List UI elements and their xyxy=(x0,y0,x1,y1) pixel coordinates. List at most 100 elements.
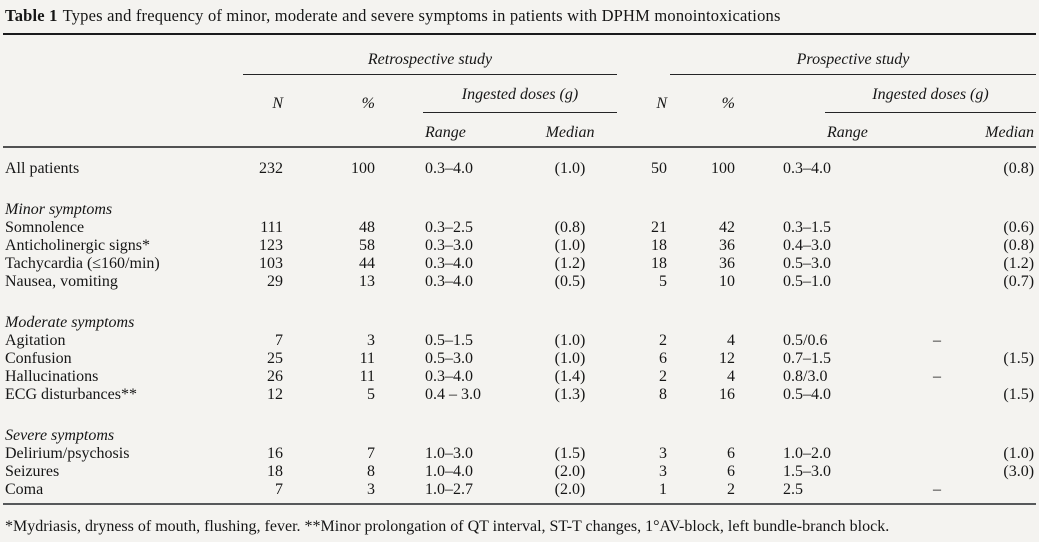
cell-n-retro: 29 xyxy=(267,273,283,290)
table-caption: Types and frequency of minor, moderate a… xyxy=(62,6,781,25)
cell-n-pros: 21 xyxy=(651,219,667,236)
row-label: Seizures xyxy=(5,463,60,480)
spacer-cell xyxy=(3,404,1036,427)
cell-percent-retro: 48 xyxy=(359,219,375,236)
cell-median-retro: (2.0) xyxy=(554,463,586,480)
spacer-cell xyxy=(617,481,643,505)
cell-percent-pros: 16 xyxy=(719,386,735,403)
section-label: Severe symptoms xyxy=(5,427,115,444)
prospective-label: Prospective study xyxy=(796,51,910,68)
table-row: Hallucinations 26 11 0.3–4.0 (1.4) 2 4 0.8/3.0 – xyxy=(3,368,1036,386)
range-median-row: Range Median Range Median xyxy=(3,113,1037,148)
cell-median-retro: (1.4) xyxy=(554,368,586,385)
cell-range-retro: 0.5–1.5 xyxy=(425,332,473,349)
cell-n-pros: 18 xyxy=(651,255,667,272)
cell-n-pros: 3 xyxy=(659,445,667,462)
cell-n-pros: 18 xyxy=(651,237,667,254)
table-header: Retrospective study Prospective study N … xyxy=(3,35,1037,148)
column-header-n-retro: N xyxy=(272,95,283,112)
ingested-doses-underline: Ingested doses (g) xyxy=(825,86,1037,113)
retrospective-underline: Retrospective study xyxy=(243,51,617,75)
cell-n-retro: 16 xyxy=(267,445,283,462)
cell-range-pros: 1.0–2.0 xyxy=(783,445,831,462)
subheader-row: N % Ingested doses (g) N % Ingested dose… xyxy=(3,75,1037,113)
cell-median-pros: (0.8) xyxy=(1003,160,1035,177)
spacer-cell xyxy=(617,350,643,368)
cell-median-pros: – xyxy=(933,368,942,385)
row-label: Agitation xyxy=(5,332,66,349)
cell-median-retro: (1.0) xyxy=(554,332,586,349)
empty-cell xyxy=(243,113,287,148)
cell-range-retro: 0.3–4.0 xyxy=(425,273,473,290)
cell-median-pros: (0.6) xyxy=(1003,219,1035,236)
cell-range-retro: 0.3–3.0 xyxy=(425,237,473,254)
table-body: All patients 232 100 0.3–4.0 (1.0) 50 100 0.3–4… xyxy=(3,147,1037,505)
table-row: ECG disturbances** 12 5 0.4 – 3.0 (1.3) 8 16 0.… xyxy=(3,386,1036,404)
cell-n-pros: 5 xyxy=(659,273,667,290)
spacer-cell xyxy=(617,445,643,463)
cell-range-pros: 0.5–1.0 xyxy=(783,273,831,290)
cell-percent-retro: 11 xyxy=(359,350,375,367)
cell-n-retro: 7 xyxy=(275,332,283,349)
cell-range-pros: 1.5–3.0 xyxy=(783,463,831,480)
column-header-range-retro: Range xyxy=(377,113,523,148)
section-label: Moderate symptoms xyxy=(5,314,135,331)
cell-n-pros: 2 xyxy=(659,332,667,349)
cell-n-pros: 8 xyxy=(659,386,667,403)
cell-percent-pros: 36 xyxy=(719,237,735,254)
cell-median-retro: (0.5) xyxy=(554,273,586,290)
row-label: Anticholinergic signs* xyxy=(5,237,151,254)
cell-percent-retro: 3 xyxy=(287,481,377,505)
table-row: Agitation 7 3 0.5–1.5 (1.0) 2 4 0.5/0.6 – xyxy=(3,332,1036,350)
cell-n-retro: 111 xyxy=(260,219,283,236)
cell-range-pros: 0.8/3.0 xyxy=(783,368,828,385)
cell-percent-retro: 8 xyxy=(367,463,375,480)
cell-median-pros: – xyxy=(903,481,1037,505)
symptoms-table: Retrospective study Prospective study N … xyxy=(3,35,1037,505)
section-label: Minor symptoms xyxy=(5,201,113,218)
cell-range-retro: 0.5–3.0 xyxy=(425,350,473,367)
spacer-row xyxy=(3,178,1036,201)
spacer-cell xyxy=(617,147,643,178)
cell-percent-pros: 36 xyxy=(719,255,735,272)
cell-median-pros: – xyxy=(933,332,942,349)
cell-range-retro: 0.3–4.0 xyxy=(425,160,473,177)
cell-range-retro: 1.0–2.7 xyxy=(377,481,523,505)
spacer-cell xyxy=(617,219,643,237)
cell-median-pros: (0.7) xyxy=(1003,273,1035,290)
cell-n-retro: 103 xyxy=(259,255,283,272)
cell-range-pros: 0.5/0.6 xyxy=(783,332,828,349)
spacer-cell xyxy=(3,291,1036,314)
table-row: Tachycardia (≤160/min) 103 44 0.3–4.0 (1.2) 1… xyxy=(3,255,1036,273)
spacer-cell xyxy=(617,75,643,113)
cell-n-retro: 7 xyxy=(243,481,287,505)
cell-n-pros: 50 xyxy=(651,160,667,177)
cell-n-retro: 25 xyxy=(267,350,283,367)
spacer-cell xyxy=(617,237,643,255)
cell-range-pros: 0.5–3.0 xyxy=(783,255,831,272)
empty-cell xyxy=(3,35,243,75)
cell-range-pros: 0.4–3.0 xyxy=(783,237,831,254)
spacer-cell xyxy=(617,273,643,291)
cell-percent-retro: 11 xyxy=(359,368,375,385)
cell-n-retro: 12 xyxy=(267,386,283,403)
cell-n-retro: 26 xyxy=(267,368,283,385)
cell-median-pros: (1.5) xyxy=(1003,386,1035,403)
cell-median-retro: (1.0) xyxy=(554,237,586,254)
column-header-range-pros: Range xyxy=(763,113,903,148)
cell-median-retro: (1.3) xyxy=(554,386,586,403)
cell-percent-retro: 44 xyxy=(359,255,375,272)
cell-range-retro: 0.3–4.0 xyxy=(425,368,473,385)
table-row: Confusion 25 11 0.5–3.0 (1.0) 6 12 0.7–1.5 (1.5) xyxy=(3,350,1036,368)
table-row: Delirium/psychosis 16 7 1.0–3.0 (1.5) 3 6 1.0–2… xyxy=(3,445,1036,463)
spacer-cell xyxy=(617,463,643,481)
ingested-doses-pros-header: Ingested doses (g) xyxy=(763,75,1037,113)
column-header-percent-retro: % xyxy=(361,95,375,112)
cell-median-retro: (1.5) xyxy=(554,445,586,462)
table-row: Anticholinergic signs* 123 58 0.3–3.0 (1.0) 1… xyxy=(3,237,1036,255)
cell-range-pros: 0.5–4.0 xyxy=(783,386,831,403)
row-label: Hallucinations xyxy=(5,368,99,385)
cell-median-pros: (1.5) xyxy=(1003,350,1035,367)
spacer-cell xyxy=(617,255,643,273)
